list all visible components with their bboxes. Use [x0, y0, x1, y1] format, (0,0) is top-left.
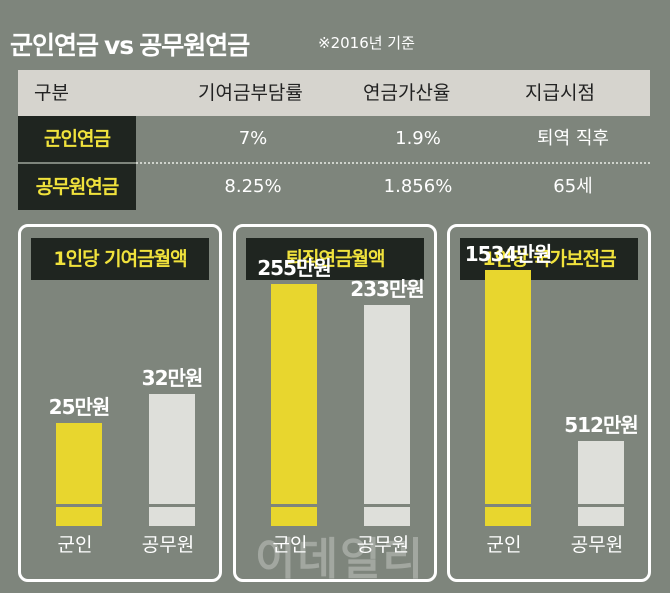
value-label-military: 1534만원: [464, 242, 552, 266]
cell-military-contribution: 7%: [238, 128, 268, 149]
bar-civil: [578, 441, 624, 526]
bar-military: [56, 423, 102, 526]
bar-civil: [364, 305, 410, 526]
cell-military-accrual: 1.9%: [395, 128, 441, 149]
category-label-military: 군인: [57, 534, 93, 556]
chart-panel-retirement-pension: 퇴직연금월액 255만원 233만원 군인 공무원: [233, 224, 437, 582]
chart-panel-state-subsidy: 1인당 국가보전금 1534만원 512만원 군인 공무원: [447, 224, 651, 582]
bar-separator: [271, 504, 317, 507]
watermark-logo: 이데일리: [255, 534, 425, 585]
cell-civil-contribution: 8.25%: [224, 176, 282, 197]
header-pension-accrual-rate: 연금가산율: [363, 82, 451, 104]
table-row: 군인연금 7% 1.9% 퇴역 직후: [18, 116, 650, 162]
value-label-military: 25만원: [48, 395, 111, 419]
title-left: 군인연금: [10, 31, 99, 60]
value-label-military: 255만원: [257, 256, 332, 280]
bar-separator: [578, 504, 624, 507]
value-label-civil: 233만원: [350, 277, 425, 301]
bar-separator: [364, 504, 410, 507]
bar-separator: [149, 504, 195, 507]
title-right: 공무원연금: [139, 31, 250, 60]
category-label-military: 군인: [272, 534, 308, 556]
value-label-civil: 512만원: [564, 413, 639, 437]
row-divider: [136, 162, 650, 164]
chart-panel-contribution: 1인당 기여금월액 25만원 32만원 군인 공무원: [18, 224, 222, 582]
header-contribution-rate: 기여금부담률: [198, 82, 303, 104]
cell-civil-payment: 65세: [553, 176, 593, 197]
page-title: 군인연금 vs 공무원연금: [10, 26, 250, 62]
chart-title: 퇴직연금월액: [246, 238, 424, 280]
cell-civil-accrual: 1.856%: [383, 176, 453, 197]
category-label-civil: 공무원: [570, 534, 624, 556]
chart-title: 1인당 기여금월액: [31, 238, 209, 280]
bar-separator: [56, 504, 102, 507]
category-label-military: 군인: [486, 534, 522, 556]
title-vs: vs: [104, 31, 134, 60]
category-label-civil: 공무원: [356, 534, 410, 556]
category-label-civil: 공무원: [141, 534, 195, 556]
table-row: 공무원연금 8.25% 1.856% 65세: [18, 164, 650, 210]
value-label-civil: 32만원: [141, 366, 204, 390]
reference-note: ※2016년 기준: [318, 34, 415, 52]
header-category: 구분: [34, 82, 69, 104]
header-payment-start: 지급시점: [525, 82, 595, 104]
row-label-military: 군인연금: [18, 116, 136, 162]
bar-military: [271, 284, 317, 526]
bar-military: [485, 270, 531, 526]
bar-separator: [485, 504, 531, 507]
table-header: 구분 기여금부담률 연금가산율 지급시점: [18, 70, 650, 116]
row-label-civil: 공무원연금: [18, 164, 136, 210]
cell-military-payment: 퇴역 직후: [537, 128, 609, 149]
